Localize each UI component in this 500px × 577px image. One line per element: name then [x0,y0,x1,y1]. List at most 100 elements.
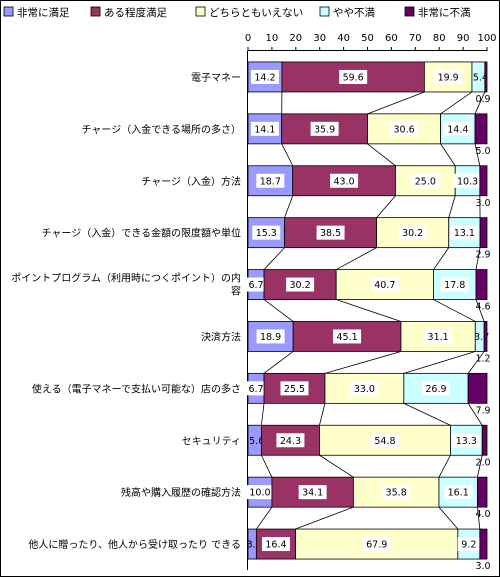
series-line [324,351,402,374]
category-label: チャージ（入金）できる金額の限度額や単位 [42,227,242,240]
bar-value-label: 45.1 [336,332,357,343]
category-label: チャージ（入金できる場所の多さ） [82,123,242,136]
legend-label: 非常に不満 [418,6,471,19]
value-label-box [362,537,391,552]
value-label-box [256,173,285,188]
category-label: 容 [231,285,241,298]
legend-label: どちらともいえない [209,7,303,19]
value-label-box [310,121,339,136]
category-label: セキュリティ [182,435,241,447]
x-tick-label: 70 [409,33,422,44]
value-label-box [261,537,290,552]
series-line [467,403,483,426]
legend-swatch [319,6,330,17]
bar-value-label: 1.2 [475,353,490,364]
bar-value-label: 3.5 [247,540,262,551]
value-label-box [398,225,427,240]
bar-value-label: 2.9 [475,250,490,261]
series-line [440,91,473,115]
series-line [433,299,476,322]
x-tick-label: 30 [313,33,326,44]
value-label-box [250,69,279,84]
value-label-box [339,69,368,84]
bar-segment [477,476,488,508]
series-line [336,247,377,270]
bar-segment [319,424,451,456]
series-line [263,299,294,322]
bar-segment [483,321,488,352]
x-tick-label: 10 [266,33,279,44]
bar-value-label: 54.8 [374,436,395,447]
series-line [403,351,476,374]
bar-value-label: 14.4 [447,124,468,135]
bar-value-label: 17.8 [444,280,465,291]
bar-value-label: 5.4 [473,72,488,83]
value-label-box [457,537,480,552]
series-line [263,351,294,374]
category-label: 残高や購入履歴の確認方法 [121,486,241,499]
bar-value-label: 10.3 [457,176,478,187]
value-label-box [245,381,268,396]
series-line [474,91,486,115]
category-label: チャージ（入金）方法 [141,175,241,188]
value-label-box [382,485,411,500]
bar-value-label: 7.9 [475,405,490,416]
value-label-box [256,329,285,344]
series-line [467,351,485,374]
series-line [256,506,273,530]
legend-swatch [3,6,14,17]
bar-segment [467,372,488,404]
value-label-box [450,225,479,240]
series-line [319,454,354,478]
value-label-box [452,433,481,448]
category-label: 電子マネー [191,72,241,84]
bar-value-label: 31.1 [428,332,449,343]
series-line [284,195,294,218]
bar-value-label: 9.2 [461,540,476,551]
legend-label: やや不満 [333,7,375,19]
value-label-box [350,381,379,396]
bar-segment [475,269,488,300]
bar-value-label: 10.0 [249,488,270,499]
series-line [475,299,485,322]
series-line [477,455,483,478]
bar-value-label: 3.7 [474,332,489,343]
x-tick-label: 100 [477,33,496,44]
x-tick-label: 90 [457,33,470,44]
bar-value-label: 26.9 [425,384,446,395]
bar-value-label: 25.5 [284,384,305,395]
bar-value-label: 30.6 [393,124,414,135]
x-tick-label: 80 [433,33,446,44]
bar-value-label: 13.3 [456,436,477,447]
series-line [438,506,459,530]
x-tick-label: 0 [245,33,251,44]
bar-value-label: 33.0 [354,384,375,395]
bar-value-label: 35.8 [386,488,407,499]
series-line [474,143,481,166]
series-line [433,247,450,270]
series-line [448,195,456,218]
value-label-box [280,381,309,396]
bar-value-label: 24.3 [280,436,301,447]
bar-value-label: 35.9 [314,124,335,135]
bar-segment [479,165,488,197]
bar-value-label: 30.2 [402,228,423,239]
series-line [263,247,285,270]
value-label-box [333,329,362,344]
bar-value-label: 4.0 [475,509,490,520]
value-label-box [424,329,453,344]
legend-swatch [195,6,206,17]
series-line [260,403,265,426]
bar-value-label: 30.2 [290,280,311,291]
series-line [438,455,451,478]
bar-value-label: 19.9 [438,72,459,83]
bar-value-label: 5.6 [249,436,264,447]
value-label-box [370,277,399,292]
value-label-box [245,485,274,500]
series-line [475,247,481,270]
bar-segment [474,113,488,145]
bar-value-label: 6.7 [248,384,263,395]
bar-value-label: 13.1 [454,228,475,239]
value-label-box [330,173,359,188]
bar-value-label: 14.2 [254,72,275,83]
